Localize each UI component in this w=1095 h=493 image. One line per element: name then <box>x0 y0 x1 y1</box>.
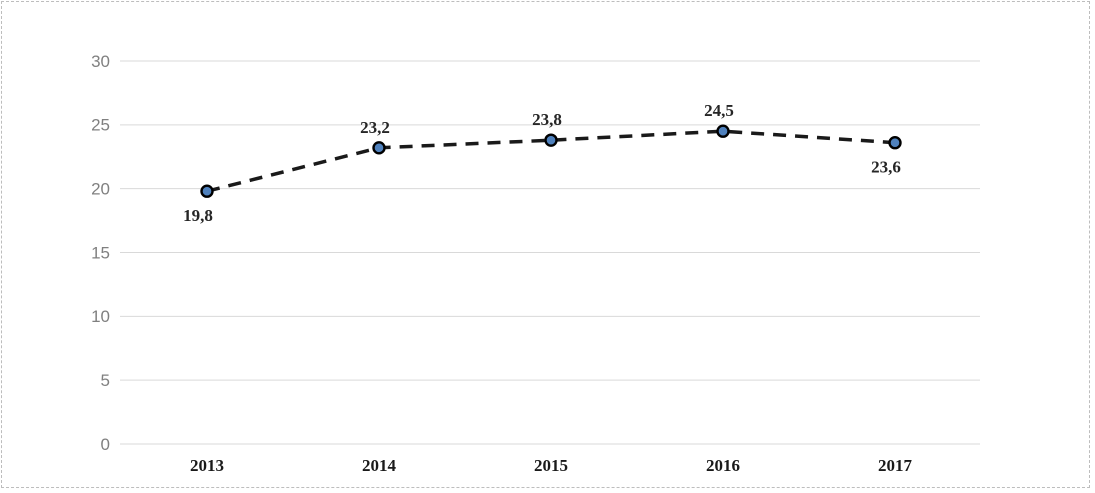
data-label-2016: 24,5 <box>704 101 734 120</box>
data-point-2017 <box>888 136 902 150</box>
y-axis-tick-label-10: 10 <box>91 307 110 326</box>
x-axis-tick-label-2015: 2015 <box>534 456 568 475</box>
x-axis-tick-label-2014: 2014 <box>362 456 397 475</box>
x-axis-tick-label-2013: 2013 <box>190 456 224 475</box>
x-axis-tick-label-2016: 2016 <box>706 456 740 475</box>
series-line <box>206 129 896 193</box>
y-axis-tick-label-0: 0 <box>101 435 110 454</box>
y-axis-tick-label-25: 25 <box>91 116 110 135</box>
data-label-2017: 23,6 <box>871 158 901 177</box>
data-point-2015 <box>544 133 558 147</box>
data-point-2013 <box>200 184 214 198</box>
y-axis-tick-label-20: 20 <box>91 179 110 198</box>
y-axis-tick-label-5: 5 <box>101 371 110 390</box>
data-point-2016 <box>716 124 730 138</box>
data-point-2014 <box>372 141 386 155</box>
data-label-2013: 19,8 <box>183 206 213 225</box>
x-axis-tick-label-2017: 2017 <box>878 456 913 475</box>
y-axis-tick-label-30: 30 <box>91 52 110 71</box>
data-label-2015: 23,8 <box>532 110 562 129</box>
data-label-2014: 23,2 <box>360 118 390 137</box>
y-axis-tick-label-15: 15 <box>91 243 110 262</box>
